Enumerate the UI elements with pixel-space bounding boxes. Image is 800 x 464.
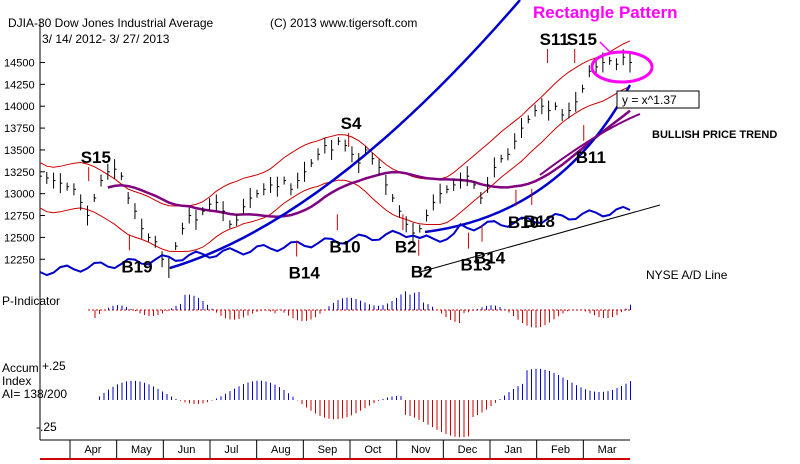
- trend-label: BULLISH PRICE TREND: [652, 129, 777, 141]
- month-label: Nov: [411, 444, 431, 456]
- rectangle-pattern-title: Rectangle Pattern: [533, 3, 678, 22]
- month-label: Jan: [504, 444, 522, 456]
- month-label: Mar: [598, 444, 617, 456]
- y-tick-label: 12250: [4, 254, 35, 266]
- signal-label: B19: [121, 257, 152, 276]
- signal-label: S11: [540, 30, 569, 49]
- bollinger-bands: [39, 40, 631, 252]
- month-label: Apr: [84, 444, 101, 456]
- month-axis: Apr May Jun Jul Aug Sep Oct Nov Dec Jan Feb Mar: [40, 439, 630, 460]
- copyright: (C) 2013 www.tigersoft.com: [270, 16, 417, 30]
- y-tick-label: 13750: [4, 123, 35, 135]
- signal-label: B10: [329, 237, 360, 256]
- month-label: Jun: [178, 444, 196, 456]
- bullish-trend-line: [539, 113, 641, 176]
- y-tick-label: 14000: [4, 101, 35, 113]
- accum-tick-bottom: -.25: [36, 420, 57, 434]
- moving-average: [107, 109, 631, 219]
- signal-label: B14: [474, 249, 506, 268]
- parabolic-trend-1: [169, 0, 521, 270]
- month-label: Oct: [364, 444, 381, 456]
- ad-support-line: [419, 204, 661, 273]
- upper-band: [39, 40, 631, 207]
- accum-tick-top: +.25: [42, 359, 66, 373]
- y-tick-label: 14250: [4, 79, 35, 91]
- signal-label: B2: [411, 263, 433, 282]
- signal-label: B13: [460, 256, 491, 275]
- signal-label: B14: [289, 263, 321, 282]
- month-label: Dec: [458, 444, 478, 456]
- month-label: May: [131, 444, 152, 456]
- y-tick-label: 13250: [4, 167, 35, 179]
- trend-lines: [169, 0, 661, 273]
- ad-line: [39, 205, 631, 277]
- formula-text: y = x^1.37: [622, 93, 677, 107]
- signal-label: B11: [576, 148, 606, 167]
- lower-band: [39, 85, 631, 252]
- date-range: 3/ 14/ 2012- 3/ 27/ 2013: [42, 32, 170, 46]
- y-tick-label: 13500: [4, 145, 35, 157]
- y-axis-ticks: 12250 12500 12750 13000 13250 13500 13750 14000…: [4, 20, 45, 440]
- month-label: Sep: [318, 444, 338, 456]
- ad-line-label: NYSE A/D Line: [646, 268, 728, 282]
- p-indicator-panel: [88, 291, 631, 328]
- signal-label: S4: [341, 114, 362, 133]
- signal-label: B10: [508, 213, 539, 232]
- rectangle-pattern-ellipse: [590, 50, 654, 84]
- p-indicator-label: P-Indicator: [2, 294, 60, 308]
- index-label: Index: [2, 374, 31, 388]
- price-bars: [39, 49, 632, 278]
- signal-label: B2: [395, 237, 417, 256]
- accum-label: Accum: [2, 361, 39, 375]
- ad-line-path: [39, 205, 631, 277]
- rectangle-pointer: [599, 41, 613, 55]
- ai-label: AI= 138/200: [2, 387, 67, 401]
- month-label: Jul: [224, 444, 238, 456]
- month-label: Feb: [551, 444, 570, 456]
- accum-panel: [99, 368, 631, 438]
- signal-label: S15: [567, 30, 597, 49]
- signal-label: S15: [81, 148, 111, 167]
- formula-box: [616, 90, 700, 109]
- y-tick-label: 12750: [4, 211, 35, 223]
- signal-label: B18: [524, 212, 555, 231]
- chart-title: DJIA-30 Dow Jones Industrial Average: [8, 16, 214, 30]
- y-tick-label: 13000: [4, 189, 35, 201]
- y-tick-label: 12500: [4, 232, 35, 244]
- y-tick-label: 14500: [4, 57, 35, 69]
- month-label: Aug: [271, 444, 291, 456]
